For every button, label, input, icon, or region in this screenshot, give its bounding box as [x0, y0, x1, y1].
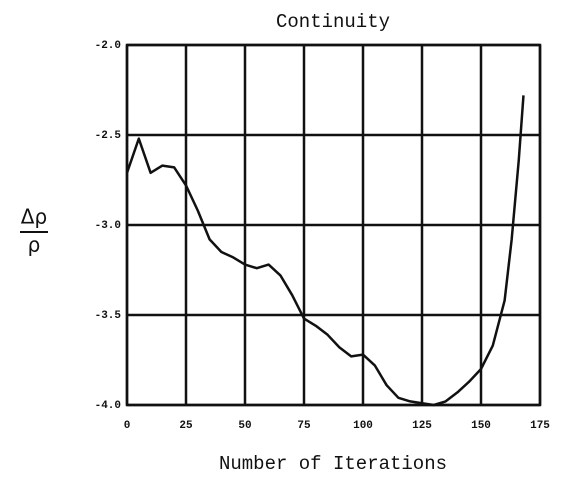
x-tick-label: 25 — [179, 420, 193, 432]
y-axis-label-denominator: ρ — [28, 233, 41, 257]
x-tick-label: 50 — [238, 420, 251, 432]
y-tick-label: -3.5 — [95, 310, 122, 322]
x-tick-label: 150 — [471, 420, 491, 432]
x-tick-label: 0 — [124, 420, 131, 432]
y-tick-label: -4.0 — [95, 400, 121, 412]
y-axis-label-numerator: Δρ — [21, 205, 47, 229]
y-tick-label: -2.5 — [95, 130, 122, 142]
y-tick-label: -3.0 — [95, 220, 121, 232]
data-line — [125, 95, 525, 407]
y-tick-label: -2.0 — [95, 40, 121, 52]
x-tick-label: 125 — [412, 420, 432, 432]
x-tick-label: 175 — [530, 420, 550, 432]
x-tick-label: 75 — [297, 420, 311, 432]
x-tick-label: 100 — [353, 420, 373, 432]
chart-title: Continuity — [276, 11, 390, 33]
x-axis-label: Number of Iterations — [219, 453, 447, 475]
plot-frame — [125, 43, 542, 407]
